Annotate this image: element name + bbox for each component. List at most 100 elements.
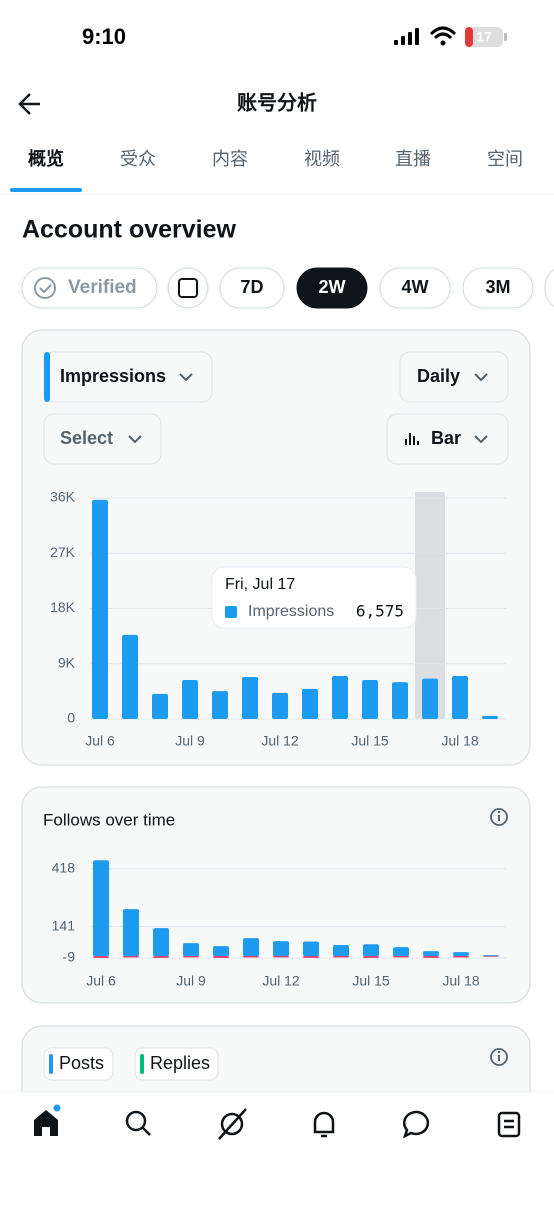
grok-icon[interactable]	[218, 1108, 247, 1140]
y-tick-label: -9	[63, 949, 76, 965]
range-label: 4W	[402, 277, 429, 297]
tooltip-title: Fri, Jul 17	[225, 576, 295, 593]
range-chip[interactable]	[379, 267, 451, 309]
more-chip[interactable]	[544, 268, 554, 308]
bar	[243, 956, 259, 958]
bar	[453, 956, 469, 958]
info-icon[interactable]	[490, 808, 508, 826]
toggle-color	[49, 1054, 53, 1074]
range-label: 3M	[485, 277, 510, 297]
bar	[392, 682, 408, 719]
bar	[92, 499, 108, 719]
bar	[272, 692, 288, 719]
bar	[422, 678, 438, 719]
bar	[333, 945, 349, 957]
tooltip-series: Impressions	[248, 603, 334, 620]
interval-dropdown[interactable]	[399, 351, 509, 403]
x-tick-label: Jul 18	[441, 733, 479, 749]
bar	[183, 943, 199, 957]
verified-label: Verified	[68, 277, 137, 298]
bar	[183, 956, 199, 958]
calendar-icon	[178, 278, 198, 298]
tooltip-swatch	[225, 606, 237, 618]
messages-icon[interactable]	[402, 1110, 430, 1139]
bar	[393, 956, 409, 958]
range-chip[interactable]	[296, 267, 368, 309]
bar	[122, 634, 138, 719]
tab[interactable]: 内容	[212, 149, 248, 169]
tooltip	[211, 566, 417, 629]
bar	[213, 946, 229, 957]
y-tick-label: 9K	[58, 654, 76, 670]
chevron	[179, 373, 193, 382]
bar	[363, 956, 379, 958]
clock: 9:10	[82, 24, 126, 49]
status-icons	[394, 26, 507, 47]
chevron	[474, 373, 488, 382]
bar	[273, 941, 289, 957]
bar	[153, 956, 169, 958]
verified-icon	[34, 277, 56, 299]
chevron	[128, 435, 142, 444]
section-title: Account overview	[22, 216, 237, 244]
bar	[182, 680, 198, 719]
lists-icon[interactable]	[497, 1111, 521, 1138]
toggle-label: Posts	[59, 1053, 104, 1073]
chevron	[474, 435, 488, 444]
tab[interactable]: 概览	[28, 148, 64, 169]
y-tick-label: 36K	[50, 489, 76, 505]
y-tick-label: 27K	[50, 544, 76, 560]
bar	[483, 955, 499, 957]
bar	[363, 944, 379, 957]
notification-dot	[53, 1104, 61, 1112]
bar	[332, 676, 348, 719]
info-icon[interactable]	[490, 1048, 508, 1066]
chart-title: Follows over time	[43, 810, 175, 829]
bar-icon	[405, 433, 419, 445]
y-tick-label: 141	[52, 917, 76, 933]
toggle-chip[interactable]	[43, 1047, 114, 1081]
y-tick-label: 18K	[50, 599, 76, 615]
y-tick-label: 0	[67, 710, 75, 726]
bar	[242, 676, 258, 719]
select-dropdown[interactable]	[43, 413, 162, 465]
x-tick-label: Jul 15	[351, 733, 389, 749]
bar	[153, 928, 169, 957]
bar	[333, 956, 349, 958]
tab[interactable]: 空间	[487, 149, 523, 169]
x-tick-label: Jul 18	[442, 973, 480, 989]
range-label: 7D	[240, 277, 263, 297]
bottom-nav	[0, 1092, 554, 1200]
metric-color	[44, 352, 50, 402]
bar	[243, 938, 259, 957]
range-label: 2W	[319, 277, 346, 297]
range-chip[interactable]	[462, 267, 534, 309]
toggle-chip[interactable]	[134, 1047, 219, 1081]
calendar-chip[interactable]	[167, 267, 209, 309]
search-icon[interactable]	[125, 1110, 151, 1136]
home-icon[interactable]	[34, 1110, 58, 1136]
verified-check	[39, 284, 52, 294]
bar	[393, 947, 409, 957]
tab[interactable]: 受众	[120, 149, 156, 169]
range-chip[interactable]	[219, 267, 285, 309]
x-tick-label: Jul 6	[86, 973, 116, 989]
chart-type-dropdown[interactable]	[386, 413, 509, 465]
page-title: 账号分析	[237, 91, 317, 114]
verified-chip[interactable]	[21, 267, 158, 309]
tooltip-value: 6,575	[356, 602, 404, 621]
select-label: Select	[60, 428, 113, 448]
x-tick-label: Jul 12	[262, 973, 300, 989]
bar	[123, 909, 139, 957]
back-button[interactable]	[18, 93, 40, 115]
bar	[123, 956, 139, 958]
bar	[302, 688, 318, 719]
tab[interactable]: 直播	[395, 149, 431, 169]
tab-indicator	[10, 188, 82, 192]
tab[interactable]: 视频	[304, 149, 340, 169]
notifications-icon[interactable]	[313, 1111, 335, 1138]
bar	[362, 680, 378, 719]
toggle-label: Replies	[150, 1053, 210, 1073]
